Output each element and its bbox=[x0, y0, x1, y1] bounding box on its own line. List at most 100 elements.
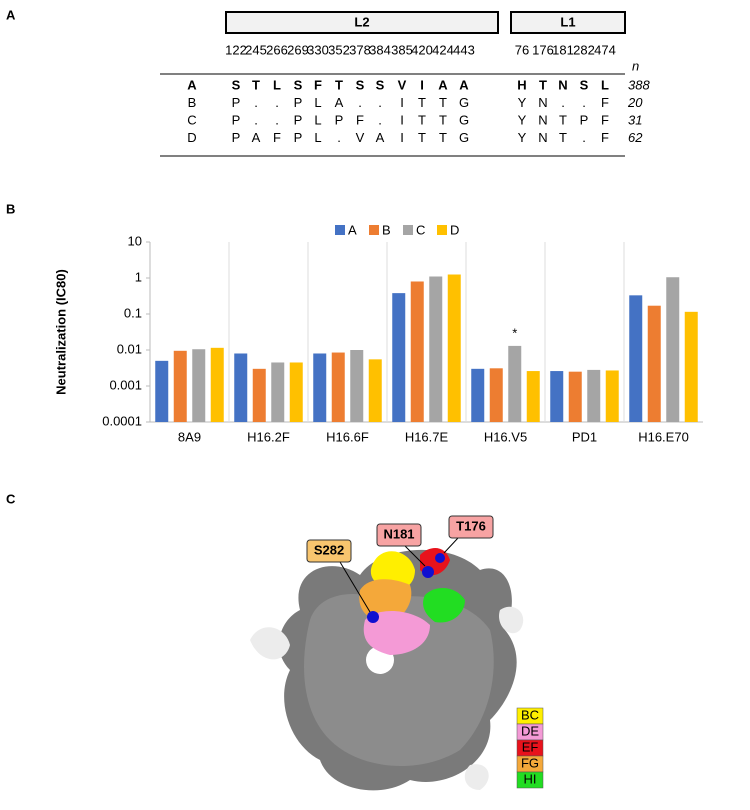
residue: S bbox=[294, 77, 303, 92]
residue: P bbox=[232, 95, 241, 110]
residue: T bbox=[418, 95, 426, 110]
residue: A bbox=[252, 130, 261, 145]
residue: Y bbox=[518, 95, 527, 110]
group-label: L2 bbox=[354, 14, 369, 29]
residue: P bbox=[294, 95, 303, 110]
bar bbox=[350, 350, 364, 422]
callout-box bbox=[376, 523, 422, 547]
position-label: 352 bbox=[328, 42, 350, 57]
legend-label: FG bbox=[521, 755, 539, 770]
group-label: L1 bbox=[560, 14, 575, 29]
position-label: 385 bbox=[391, 42, 413, 57]
bar bbox=[587, 369, 601, 422]
bar bbox=[252, 368, 266, 422]
group-box bbox=[510, 11, 626, 34]
residue: N bbox=[558, 77, 567, 92]
residue: . bbox=[275, 112, 279, 127]
residue: G bbox=[459, 112, 469, 127]
residue: A bbox=[376, 130, 385, 145]
bar bbox=[629, 295, 643, 422]
residue: Y bbox=[518, 130, 527, 145]
position-label: 181 bbox=[552, 42, 574, 57]
row-name: C bbox=[187, 112, 196, 127]
callout-label: T176 bbox=[456, 518, 486, 533]
position-label: 420 bbox=[411, 42, 433, 57]
legend-swatch bbox=[437, 225, 447, 235]
residue: T bbox=[418, 112, 426, 127]
row-n: 20 bbox=[627, 95, 643, 110]
residue: V bbox=[398, 77, 407, 92]
residue: I bbox=[400, 130, 404, 145]
bar bbox=[192, 349, 206, 422]
callout-label: S282 bbox=[314, 542, 344, 557]
residue: P bbox=[294, 112, 303, 127]
bar bbox=[173, 350, 187, 422]
residue: T bbox=[418, 130, 426, 145]
legend-swatch bbox=[335, 225, 345, 235]
legend-label: A bbox=[348, 222, 357, 237]
bar bbox=[234, 353, 248, 422]
residue: G bbox=[459, 130, 469, 145]
residue: A bbox=[335, 95, 344, 110]
y-tick-label: 0.001 bbox=[109, 377, 142, 392]
panel-label: C bbox=[6, 491, 16, 506]
row-n: 31 bbox=[628, 112, 642, 127]
bar bbox=[647, 305, 661, 422]
row-name: B bbox=[188, 95, 197, 110]
bar bbox=[684, 311, 698, 422]
bar bbox=[605, 370, 619, 422]
position-label: 330 bbox=[307, 42, 329, 57]
y-tick-label: 0.1 bbox=[124, 305, 142, 320]
x-tick-label: H16.2F bbox=[247, 429, 290, 444]
bar bbox=[526, 371, 540, 422]
row-name: A bbox=[187, 77, 197, 92]
residue: F bbox=[601, 112, 609, 127]
position-label: 122 bbox=[225, 42, 247, 57]
residue: T bbox=[539, 77, 547, 92]
x-tick-label: H16.E70 bbox=[638, 429, 689, 444]
residue: G bbox=[459, 95, 469, 110]
position-label: 378 bbox=[349, 42, 371, 57]
row-n: 62 bbox=[628, 130, 643, 145]
y-tick-label: 1 bbox=[135, 269, 142, 284]
bar bbox=[489, 368, 503, 422]
position-label: 266 bbox=[266, 42, 288, 57]
residue: F bbox=[314, 77, 322, 92]
residue: P bbox=[232, 130, 241, 145]
x-tick-label: PD1 bbox=[572, 429, 597, 444]
bar bbox=[471, 368, 485, 422]
residue: L bbox=[314, 112, 321, 127]
bar bbox=[568, 371, 582, 422]
residue: . bbox=[254, 112, 258, 127]
legend-swatch bbox=[369, 225, 379, 235]
position-label: 176 bbox=[532, 42, 554, 57]
residue: P bbox=[580, 112, 589, 127]
residue: I bbox=[400, 95, 404, 110]
bar bbox=[392, 293, 406, 422]
residue: F bbox=[356, 112, 364, 127]
position-label: 269 bbox=[287, 42, 309, 57]
bar bbox=[368, 359, 382, 422]
bar bbox=[331, 352, 345, 422]
residue: . bbox=[378, 95, 382, 110]
y-tick-label: 0.0001 bbox=[102, 413, 142, 428]
legend-label: HI bbox=[524, 771, 537, 786]
residue: T bbox=[559, 112, 567, 127]
residue: . bbox=[358, 95, 362, 110]
residue: L bbox=[314, 130, 321, 145]
residue: N bbox=[538, 95, 547, 110]
residue: I bbox=[400, 112, 404, 127]
position-label: 282 bbox=[573, 42, 595, 57]
bar bbox=[429, 276, 443, 422]
legend-label: D bbox=[450, 222, 459, 237]
residue: P bbox=[335, 112, 344, 127]
residue: L bbox=[273, 77, 281, 92]
callout-box bbox=[448, 515, 494, 539]
callout-box bbox=[306, 539, 352, 563]
residue: . bbox=[254, 95, 258, 110]
residue: N bbox=[538, 112, 547, 127]
position-label: 384 bbox=[369, 42, 391, 57]
row-n: 388 bbox=[628, 77, 650, 92]
bar bbox=[410, 281, 424, 422]
